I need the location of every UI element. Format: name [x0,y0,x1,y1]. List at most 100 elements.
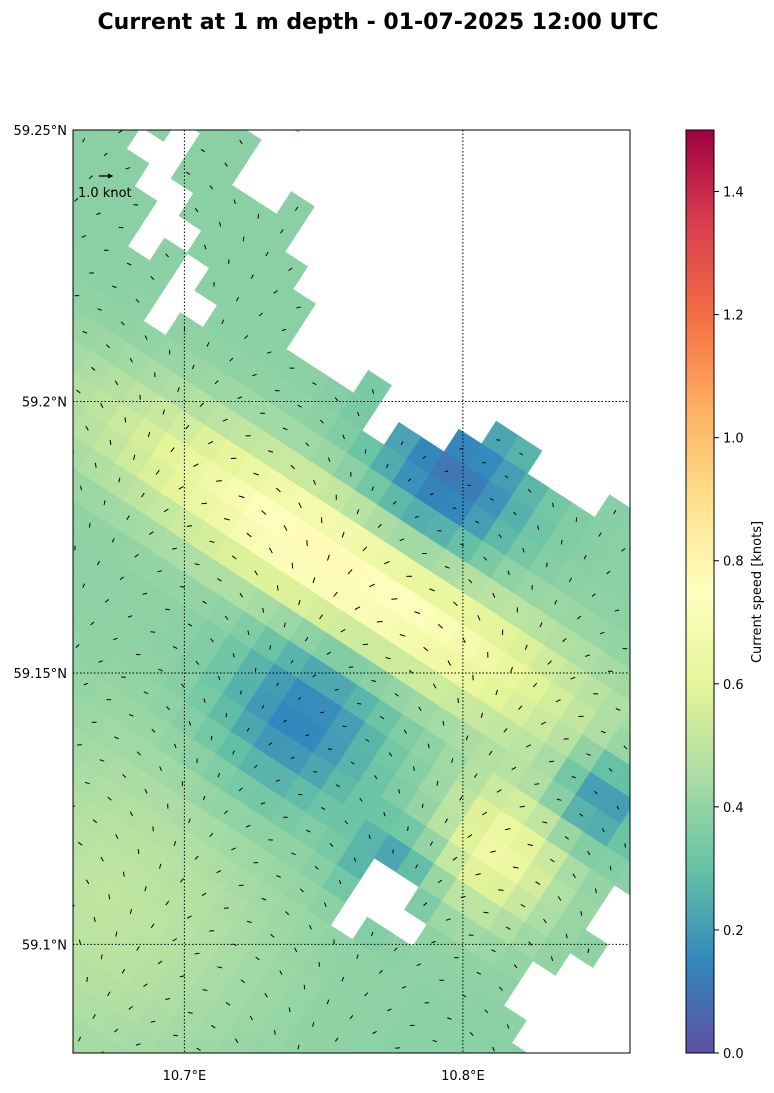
current-arrow [305,442,310,447]
speed-cell [73,789,90,825]
current-arrow [92,819,98,824]
current-arrow [473,773,478,778]
current-arrow [595,888,597,894]
current-arrow [124,417,127,423]
current-arrow [377,523,382,528]
current-arrow [268,742,273,746]
current-arrow [238,495,245,499]
current-arrow [247,630,250,636]
current-arrow [133,454,136,460]
current-arrow [400,441,404,446]
current-arrow [290,756,295,759]
current-arrow [113,637,118,641]
current-arrow [157,570,163,573]
current-arrow [214,380,219,385]
map-panel[interactable]: 1.0 knot 59.25°N 59.2°N 59.15°N 59.1°N 10.7… [14,81,680,1093]
current-arrow [350,761,355,765]
current-arrow [221,1062,224,1066]
speed-cell [29,868,68,907]
current-arrow [245,824,251,828]
current-arrow [270,933,275,938]
current-arrow [217,772,221,778]
current-arrow [492,1046,495,1052]
current-arrow [88,523,91,528]
speed-cell [73,886,91,922]
colorbar-tick-label: 1.2 [723,309,744,324]
current-arrow [94,462,97,468]
current-arrow [76,101,77,106]
current-arrow [157,960,163,965]
current-arrow [520,903,526,908]
current-arrow [232,653,235,658]
current-arrow [321,1060,324,1064]
current-arrow [84,781,90,785]
colorbar-label: Current speed [knots] [750,521,765,663]
current-arrow [262,607,264,613]
current-arrow [356,954,359,959]
current-arrow [432,1039,438,1043]
current-arrow [376,621,383,623]
lat-tick-label: 59.2°N [22,395,67,410]
current-arrow [398,789,401,794]
speed-cell [73,983,93,1020]
current-arrow [306,829,311,833]
current-arrow [257,214,260,219]
current-arrow [196,1047,201,1051]
speed-cell [214,1045,231,1053]
current-arrow [305,734,310,737]
current-arrow [180,878,184,883]
current-arrow [491,949,496,953]
current-arrow [598,532,602,537]
current-arrow [283,525,288,531]
current-arrow [309,924,312,930]
speed-cell [278,1052,280,1053]
current-arrow [528,488,532,493]
speed-cell [73,568,103,608]
speed-cell [625,660,630,671]
current-arrow [82,583,86,588]
speed-cell [73,470,101,510]
current-arrow [100,403,104,408]
speed-cell [73,242,91,278]
current-arrow [298,599,301,606]
current-arrow [383,811,386,817]
speed-cell [69,1055,108,1093]
speed-cell [73,860,106,900]
current-arrow [186,915,192,919]
current-arrow [357,411,360,417]
current-arrow [554,599,558,605]
current-arrow [482,811,488,816]
current-arrow [254,667,257,672]
current-arrow [199,402,204,407]
current-arrow [173,743,177,749]
current-arrow [356,509,360,515]
current-arrow [379,969,383,974]
current-arrow [480,712,484,718]
colorbar-bar [685,129,715,1054]
current-arrow [88,175,94,179]
current-arrow [86,976,88,982]
current-arrow [329,843,334,848]
current-arrow [467,834,473,839]
speed-cell [73,725,74,728]
current-arrow [49,888,53,891]
current-arrow [534,783,540,785]
current-arrow [274,1030,276,1035]
current-arrow [326,999,330,1005]
current-arrow [109,439,112,446]
current-arrow [162,409,165,415]
current-arrow [193,463,199,467]
current-arrow [253,764,258,769]
speed-cell [73,1047,82,1053]
current-arrow [65,962,66,967]
current-arrow [96,560,101,566]
current-arrow [403,729,407,734]
current-arrow [416,963,422,967]
current-arrow [180,683,185,688]
current-arrow [165,998,171,1000]
current-arrow [571,776,576,779]
current-arrow [460,543,465,547]
current-arrow [565,933,568,939]
current-arrow [202,600,207,605]
current-arrow [47,436,51,439]
